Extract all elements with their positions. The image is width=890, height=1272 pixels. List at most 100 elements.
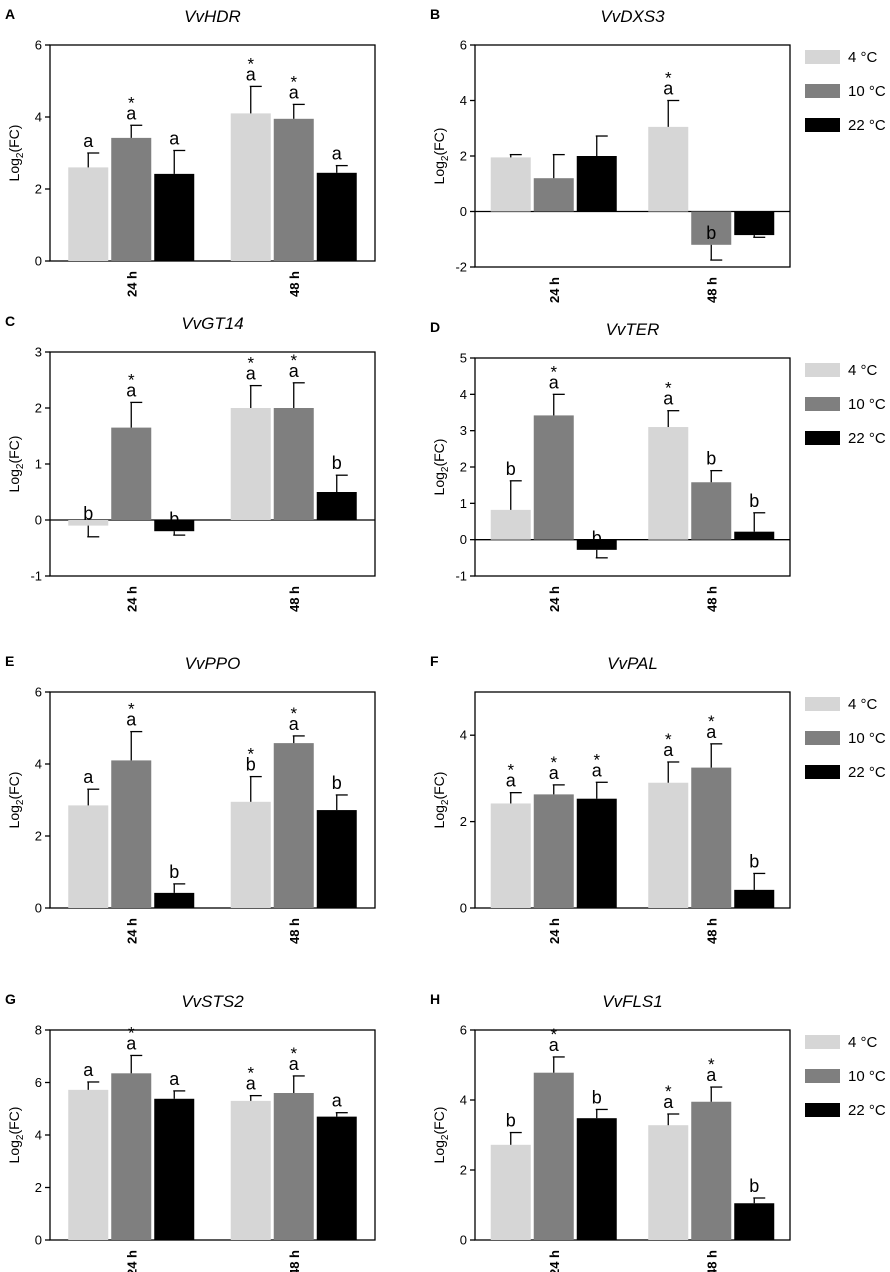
y-tick-label: 4: [35, 110, 42, 125]
bar: [68, 1089, 109, 1240]
significance-letter: b: [749, 851, 759, 871]
chart-title: VvGT14: [181, 314, 243, 333]
bar: [490, 157, 531, 212]
bar: [316, 172, 357, 261]
panel-letter: C: [5, 313, 15, 329]
legend-swatch: [805, 1035, 840, 1049]
bar: [111, 137, 152, 261]
chart-title: VvFLS1: [602, 992, 662, 1011]
significance-letter: b: [749, 1176, 759, 1196]
bar: [691, 1101, 732, 1240]
legend-label: 4 °C: [848, 696, 878, 713]
y-tick-label: 4: [460, 387, 467, 402]
x-tick-label: 48 h: [287, 586, 302, 612]
y-tick-label: 0: [460, 204, 467, 219]
x-tick-label: 24 h: [124, 271, 139, 297]
bar: [648, 126, 689, 212]
bar: [273, 408, 314, 520]
chart-title: VvPAL: [607, 654, 658, 673]
bar: [154, 1098, 195, 1240]
bar: [230, 801, 271, 908]
bar: [576, 539, 617, 550]
significance-letter: b: [592, 528, 602, 548]
significance-star: *: [128, 700, 135, 719]
significance-letter: b: [506, 1111, 516, 1131]
y-tick-label: -1: [30, 569, 42, 584]
plot-frame: [474, 1029, 791, 1241]
significance-letter: a: [663, 79, 674, 99]
bar: [648, 782, 689, 908]
legend-label: 22 °C: [848, 764, 886, 781]
bar: [648, 427, 689, 540]
significance-star: *: [593, 750, 600, 769]
significance-letter: b: [83, 504, 93, 524]
legend-label: 10 °C: [848, 83, 886, 100]
y-axis-label: Log2(FC): [6, 125, 26, 182]
x-tick-label: 24 h: [547, 1250, 562, 1272]
y-tick-label: 3: [460, 423, 467, 438]
bar: [316, 810, 357, 908]
significance-star: *: [665, 379, 672, 398]
bar: [490, 803, 531, 908]
bar: [68, 520, 109, 526]
y-tick-label: 6: [460, 38, 467, 53]
x-tick-label: 24 h: [124, 586, 139, 612]
legend-swatch: [805, 1069, 840, 1083]
bar: [154, 173, 195, 261]
significance-letter: a: [289, 82, 300, 102]
chart-title: VvSTS2: [181, 992, 244, 1011]
significance-letter: a: [663, 740, 674, 760]
significance-letter: a: [126, 380, 137, 400]
y-tick-label: 2: [460, 814, 467, 829]
significance-letter: a: [706, 1065, 717, 1085]
bar: [316, 1116, 357, 1240]
significance-letter: a: [126, 103, 137, 123]
panel-b: B VvDXS3 -2 0 2 4 6 Log2(FC) 24 h a* b b 48 h: [430, 6, 791, 303]
legend-label: 22 °C: [848, 430, 886, 447]
significance-letter: b: [169, 509, 179, 529]
significance-letter: b: [332, 453, 342, 473]
y-tick-label: 5: [460, 351, 467, 366]
significance-star: *: [290, 72, 297, 91]
plot-frame: [49, 691, 376, 909]
significance-star: *: [290, 704, 297, 723]
significance-star: *: [290, 1044, 297, 1063]
significance-letter: b: [592, 1087, 602, 1107]
significance-star: *: [665, 1082, 672, 1101]
bar: [68, 805, 109, 908]
significance-letter: a: [549, 1035, 560, 1055]
significance-letter: a: [246, 364, 257, 384]
y-axis-label: Log2(FC): [431, 772, 451, 829]
significance-letter: a: [549, 372, 560, 392]
y-tick-label: 4: [460, 1093, 467, 1108]
significance-star: *: [507, 761, 514, 780]
chart-title: VvHDR: [184, 7, 241, 26]
legend: 4 °C 10 °C 22 °C: [805, 362, 886, 447]
significance-letter: b: [169, 862, 179, 882]
significance-star: *: [550, 753, 557, 772]
panel-letter: D: [430, 319, 440, 335]
significance-star: *: [550, 1025, 557, 1044]
y-tick-label: 2: [460, 1163, 467, 1178]
x-tick-label: 24 h: [124, 1250, 139, 1272]
bar: [533, 415, 574, 540]
y-tick-label: 1: [35, 457, 42, 472]
bar: [734, 531, 775, 540]
significance-star: *: [247, 1064, 254, 1083]
significance-star: *: [247, 745, 254, 764]
legend-label: 10 °C: [848, 396, 886, 413]
legend-label: 22 °C: [848, 117, 886, 134]
bar: [154, 520, 195, 532]
significance-letter: a: [246, 64, 257, 84]
significance-letter: a: [289, 714, 300, 734]
y-tick-label: 6: [35, 1075, 42, 1090]
y-tick-label: 6: [35, 685, 42, 700]
bar: [691, 767, 732, 908]
legend-swatch: [805, 731, 840, 745]
significance-letter: a: [663, 389, 674, 409]
panel-letter: H: [430, 991, 440, 1007]
